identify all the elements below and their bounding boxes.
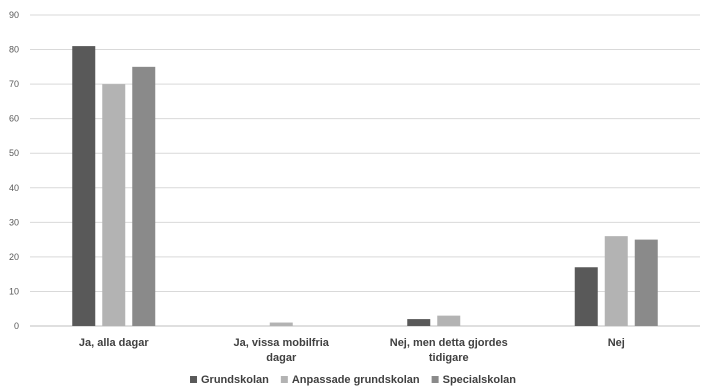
x-category-label: Ja, vissa mobilfria dagar	[234, 337, 330, 364]
y-tick-label: 50	[9, 148, 19, 158]
x-category-label: Nej, men detta gjordes tidigare	[390, 337, 508, 364]
legend-swatch	[431, 376, 439, 383]
bar-specialskolan-3	[634, 239, 658, 326]
y-axis: 0 10 20 30 40 50 60 70 80 90	[9, 10, 19, 331]
legend-item: Specialskolan	[431, 374, 517, 386]
bar-anpassade-grundskolan-3	[604, 236, 628, 326]
bar-anpassade-grundskolan-1	[269, 322, 293, 326]
legend: Grundskolan Anpassade grundskolan Specials…	[190, 374, 516, 386]
x-category-label: Nej	[608, 337, 625, 349]
gridlines	[30, 14, 700, 327]
y-tick-label: 10	[9, 286, 19, 296]
x-category-label-line: Ja, alla dagar	[79, 337, 149, 349]
legend-label: Grundskolan	[201, 374, 269, 386]
legend-item: Anpassade grundskolan	[280, 374, 420, 386]
y-tick-label: 70	[9, 79, 19, 89]
x-axis: Ja, alla dagar Ja, vissa mobilfria dagar Ne…	[79, 337, 625, 364]
legend-item: Grundskolan	[190, 374, 269, 386]
y-tick-label: 20	[9, 252, 19, 262]
y-tick-label: 0	[14, 321, 19, 331]
legend-label: Anpassade grundskolan	[292, 374, 420, 386]
x-category-label-line: Ja, vissa mobilfria	[234, 337, 330, 349]
legend-label: Specialskolan	[443, 374, 517, 386]
bars	[72, 46, 658, 326]
x-category-label-line: Nej	[608, 337, 625, 349]
y-tick-label: 90	[9, 10, 19, 20]
bar-anpassade-grundskolan-2	[437, 315, 461, 326]
bar-anpassade-grundskolan-0	[102, 84, 126, 326]
y-tick-label: 80	[9, 45, 19, 55]
x-category-label-line: dagar	[266, 352, 297, 364]
x-category-label-line: tidigare	[429, 352, 469, 364]
y-tick-label: 30	[9, 217, 19, 227]
y-tick-label: 40	[9, 183, 19, 193]
bar-grundskolan-3	[574, 267, 598, 326]
legend-swatch	[280, 376, 288, 383]
x-category-label: Ja, alla dagar	[79, 337, 149, 349]
bar-grundskolan-0	[72, 46, 96, 326]
bar-specialskolan-0	[132, 66, 156, 326]
legend-swatch	[190, 376, 198, 383]
x-category-label-line: Nej, men detta gjordes	[390, 337, 508, 349]
y-tick-label: 60	[9, 114, 19, 124]
bar-grundskolan-2	[407, 319, 431, 326]
